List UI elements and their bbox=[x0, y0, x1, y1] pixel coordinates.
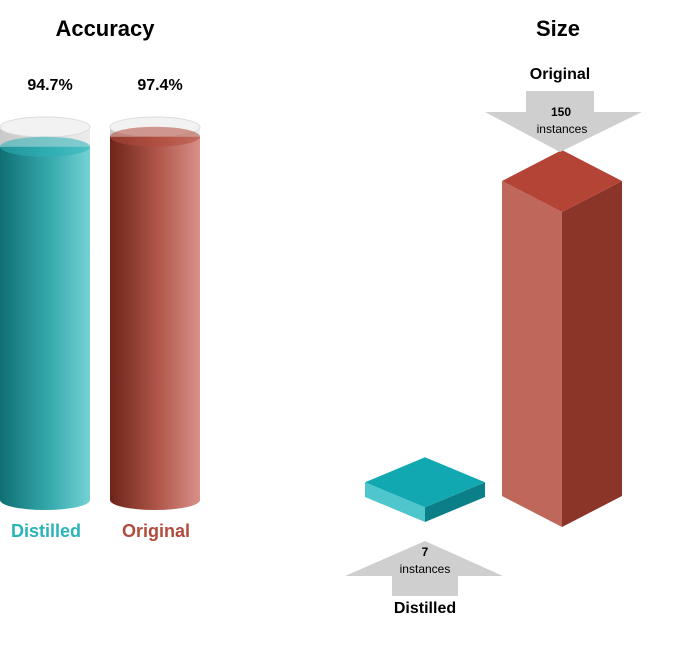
block-left-face-original bbox=[502, 181, 562, 527]
category-label-distilled: Distilled bbox=[11, 521, 81, 541]
bar-top-original bbox=[110, 126, 200, 147]
block-left-face-distilled bbox=[365, 482, 425, 522]
bar-distilled bbox=[365, 457, 485, 508]
unit-label-original: instances bbox=[537, 122, 588, 136]
accuracy-bars: 94.7% Distilled 97.4% Original bbox=[0, 77, 201, 541]
category-label-original: Original bbox=[530, 66, 590, 83]
size-bars: 7 instances Distilled Original 150 instances bbox=[345, 66, 642, 617]
cylinder-rim-distilled bbox=[0, 116, 91, 138]
accuracy-title: Accuracy bbox=[55, 16, 155, 41]
bar-original bbox=[110, 136, 200, 510]
value-arrow-original bbox=[485, 91, 642, 152]
bar-original bbox=[502, 150, 622, 212]
value-label-distilled: 94.7% bbox=[27, 77, 72, 94]
block-right-face-original bbox=[562, 181, 622, 527]
category-label-original: Original bbox=[122, 521, 190, 541]
block-right-face-distilled bbox=[425, 482, 485, 522]
value-label-original: 97.4% bbox=[137, 77, 182, 94]
category-label-distilled: Distilled bbox=[394, 600, 456, 617]
value-label-distilled: 7 bbox=[422, 545, 429, 559]
value-arrow-distilled bbox=[345, 541, 503, 596]
bar-distilled bbox=[0, 146, 90, 511]
value-label-original: 150 bbox=[551, 105, 571, 119]
bar-top-distilled bbox=[0, 136, 90, 157]
size-title: Size bbox=[536, 16, 580, 41]
unit-label-distilled: instances bbox=[400, 562, 451, 576]
